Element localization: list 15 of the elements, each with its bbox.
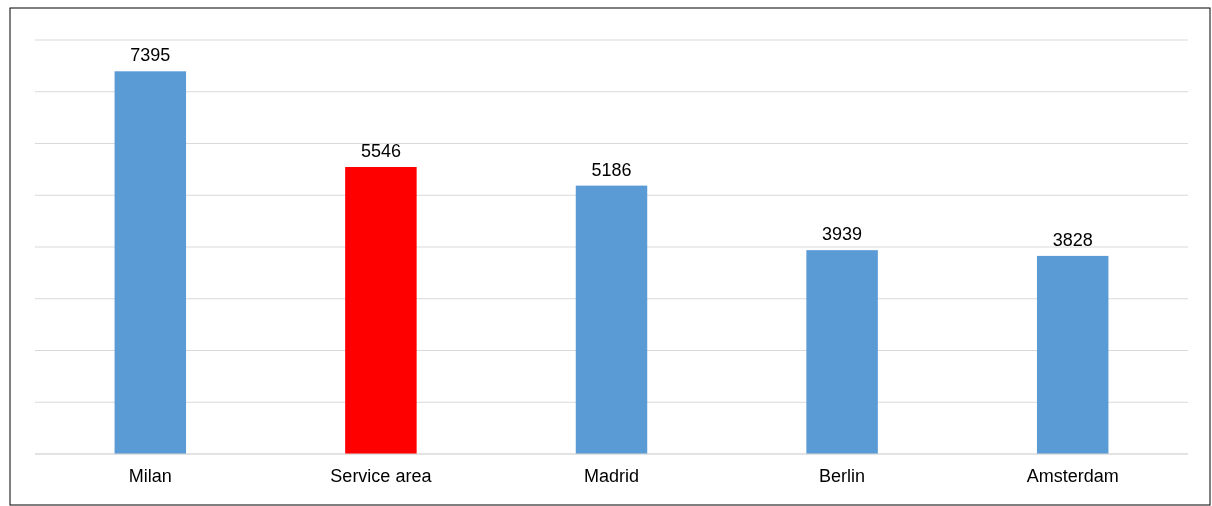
x-tick-label: Service area [330, 466, 433, 486]
data-label: 3828 [1052, 229, 1093, 250]
x-tick-label: Milan [128, 466, 172, 486]
data-label: 3939 [822, 224, 863, 245]
bar [575, 185, 648, 454]
bar [1036, 255, 1109, 454]
bar [114, 71, 187, 454]
data-label: 5186 [591, 159, 632, 180]
bar [345, 167, 417, 454]
bar [806, 250, 878, 454]
data-label: 5546 [360, 140, 401, 161]
x-tick-label: Berlin [819, 466, 866, 486]
x-tick-label: Amsterdam [1026, 466, 1119, 486]
data-label: 7395 [130, 45, 171, 66]
x-tick-label: Madrid [583, 466, 640, 486]
